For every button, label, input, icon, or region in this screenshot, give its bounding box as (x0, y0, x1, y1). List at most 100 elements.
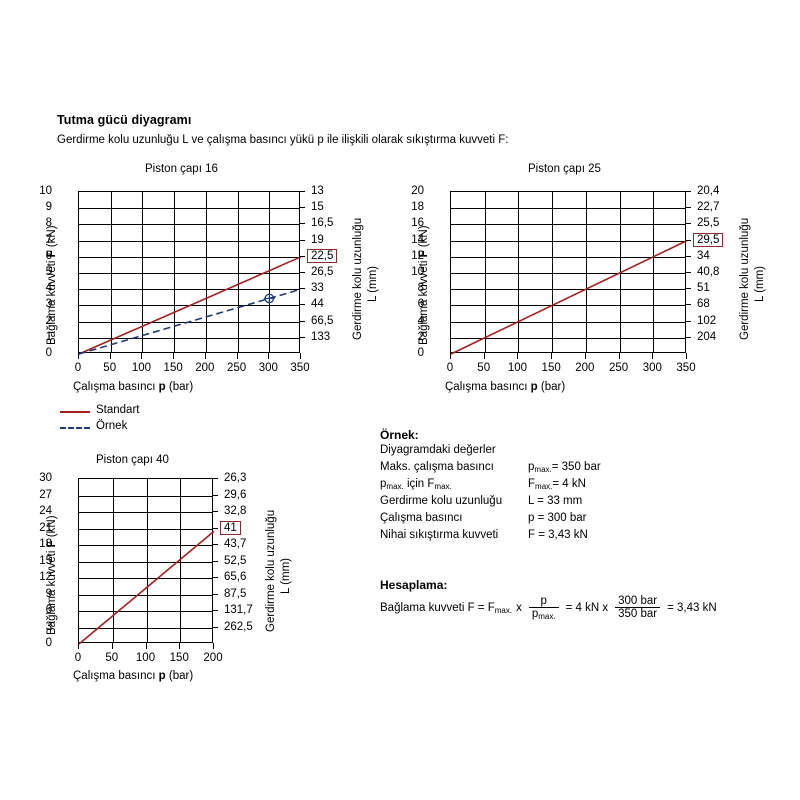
gridline-horizontal (79, 273, 299, 274)
y2-axis-tick-label: 20,4 (697, 185, 720, 197)
y-axis-title: Bağlama kuvveti F (kN) (46, 225, 58, 345)
gridline-vertical (485, 192, 486, 352)
series-line-örnek (78, 288, 302, 355)
x-axis-tick (179, 643, 181, 649)
y2-axis-tick (213, 511, 218, 512)
x-axis-tick (517, 353, 519, 359)
x-axis-tick-label: 300 (642, 362, 662, 374)
x-axis-tick-label: 200 (575, 362, 595, 374)
x-axis-tick-label: 250 (226, 362, 247, 374)
y2-axis-tick-label: 43,7 (224, 538, 247, 550)
y2-axis-tick-label: 25,5 (697, 217, 720, 230)
example-row-final-force: Nihai sıkıştırma kuvveti F = 3,43 kN (380, 529, 588, 546)
y2-axis-tick (300, 304, 305, 306)
plot-area (78, 191, 302, 355)
y-axis-tick-label: 0 (45, 637, 52, 649)
gridline-horizontal (451, 289, 685, 290)
formula-times-1: x (516, 601, 522, 614)
y2-axis-tick-label-highlighted: 41 (220, 520, 241, 535)
chart-title: Piston çapı 16 (145, 163, 218, 175)
gridline-vertical (206, 192, 207, 352)
y2-axis-tick (213, 544, 218, 545)
y2-axis-tick (213, 494, 218, 496)
y2-axis-title: Gerdirme kolu uzunluğu (265, 509, 277, 632)
y-axis-tick-label: 10 (411, 266, 424, 278)
example-heading: Örnek: (380, 428, 419, 442)
y2-axis-title: Gerdirme kolu uzunluğu (352, 217, 364, 340)
gridline-vertical (113, 479, 114, 642)
page-subtitle: Gerdirme kolu uzunluğu L ve çalışma bası… (57, 134, 509, 146)
gridline-horizontal (79, 289, 299, 290)
gridline-horizontal (79, 562, 212, 563)
y2-axis-tick-label: 32,8 (224, 505, 247, 517)
gridline-horizontal (79, 496, 212, 497)
gridline-vertical (238, 192, 239, 352)
example-row-label: Çalışma basıncı (380, 512, 463, 524)
formula-eq-2: = 3,43 kN (667, 601, 717, 614)
y-axis-tick-label: 9 (45, 587, 52, 600)
y2-axis-tick-label: 19 (311, 233, 324, 246)
y-axis-tick-label: 30 (39, 472, 52, 484)
gridline-vertical (518, 192, 519, 352)
y2-axis-tick-label: 34 (697, 249, 710, 262)
example-row-value: L = 33 mm (528, 495, 583, 507)
calculation-block: Hesaplama: Bağlama kuvveti F = Fmax. x p… (380, 578, 717, 621)
gridline-horizontal (451, 208, 685, 209)
y-axis-tick-label: 18 (39, 538, 52, 550)
y2-axis-tick-label: 26,5 (311, 266, 334, 278)
example-row-label: pmax. için Fmax. (380, 478, 452, 491)
y2-axis-tick-label: 26,3 (224, 472, 247, 484)
example-row-value: pmax.= 350 bar (528, 461, 601, 474)
gridline-horizontal (79, 208, 299, 209)
y2-axis-tick (300, 223, 305, 225)
example-row-label: Maks. çalışma basıncı (380, 461, 494, 473)
formula-fraction-numerator: 300 bar (618, 595, 658, 607)
x-axis-tick (618, 353, 620, 359)
y2-axis-tick (213, 610, 218, 611)
x-axis-tick-label: 100 (131, 362, 152, 374)
y-axis-title: Bağlama kuvveti F (kN) (46, 515, 58, 635)
y2-axis-title-unit: L (mm) (280, 558, 292, 594)
gridline-horizontal (79, 628, 212, 629)
y-axis-tick-label: 6 (45, 604, 52, 616)
y2-axis-tick (213, 527, 218, 529)
x-axis-tick-label: 150 (541, 362, 561, 374)
series-layer (450, 239, 688, 355)
legend-swatch-dashed-line (60, 427, 90, 429)
y-axis-tick-label: 12 (411, 249, 424, 262)
x-axis-tick-label: 300 (258, 362, 278, 374)
page-title: Tutma gücü diyagramı (57, 113, 192, 127)
y-axis-tick-label: 27 (39, 488, 52, 501)
x-axis-tick (584, 353, 586, 359)
x-axis-tick (213, 643, 214, 649)
gridline-horizontal (79, 257, 299, 258)
x-axis-tick-label: 50 (105, 652, 119, 664)
y-axis-tick-label: 5 (45, 266, 52, 278)
gridline-horizontal (79, 224, 299, 225)
gridline-horizontal (451, 257, 685, 258)
series-line-standart (78, 256, 302, 355)
x-axis-tick-label: 100 (507, 362, 528, 374)
y-axis-tick-label: 2 (45, 314, 52, 327)
gridline-vertical (142, 192, 143, 352)
y2-axis-tick (213, 560, 218, 562)
y-axis-tick-label: 3 (45, 298, 52, 311)
x-axis-tick-label: 50 (477, 362, 491, 374)
y2-axis-tick (300, 272, 305, 273)
y2-axis-tick-label: 87,5 (224, 587, 247, 600)
y2-axis-tick-label: 66,5 (311, 314, 334, 327)
x-axis-tick (236, 353, 238, 359)
x-axis-tick (111, 643, 113, 649)
example-row-lever-length: Gerdirme kolu uzunluğu L = 33 mm (380, 495, 582, 512)
y-axis-tick-label: 9 (45, 201, 52, 214)
x-axis-tick (450, 353, 451, 359)
y2-axis-tick-label: 13 (311, 185, 324, 197)
gridline-horizontal (451, 338, 685, 339)
y2-axis-tick (300, 288, 305, 290)
plot-area (78, 478, 215, 645)
y2-axis-tick-label: 131,7 (224, 604, 253, 616)
legend-label-standart: Standart (96, 404, 140, 416)
example-row-value: p = 300 bar (528, 512, 587, 524)
calculation-heading: Hesaplama: (380, 578, 448, 592)
y2-axis-tick-label-highlighted: 29,5 (693, 232, 724, 247)
